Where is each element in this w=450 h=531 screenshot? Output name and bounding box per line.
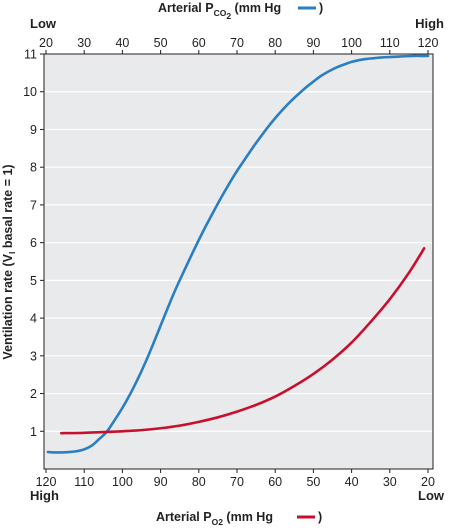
series-line-po2 xyxy=(59,247,426,435)
svg-text:Arterial PO2 (mm Hg: Arterial PO2 (mm Hg xyxy=(156,510,273,527)
y-axis-title-main: Ventilation rate (V xyxy=(1,253,15,359)
top-axis-end-left: Low xyxy=(30,16,57,31)
top-tick-label-90: 90 xyxy=(306,36,320,50)
gridlines xyxy=(44,91,433,432)
bottom-tick-label-60: 60 xyxy=(268,475,282,489)
top-tick-label-20: 20 xyxy=(39,36,53,50)
y-tick-label-3: 3 xyxy=(30,349,37,363)
y-tick-label-10: 10 xyxy=(23,85,37,99)
top-axis-title-sub: CO xyxy=(214,8,227,18)
bottom-axis-title-suffix: (mm Hg xyxy=(223,510,273,524)
y-tick-label-7: 7 xyxy=(30,198,37,212)
series-line-pco2 xyxy=(46,54,430,454)
y-tick-label-9: 9 xyxy=(30,123,37,137)
bottom-tick-label-40: 40 xyxy=(345,475,359,489)
bottom-axis-title-sub: O xyxy=(212,517,219,527)
bottom-tick-label-110: 110 xyxy=(74,475,94,489)
top-tick-label-110: 110 xyxy=(380,36,400,50)
svg-text:Arterial PCO2 (mm Hg: Arterial PCO2 (mm Hg xyxy=(158,1,281,21)
bottom-axis-end-right: Low xyxy=(418,488,445,503)
top-tick-label-30: 30 xyxy=(77,36,91,50)
bottom-tick-label-100: 100 xyxy=(112,475,133,489)
y-axis-title-sub: I xyxy=(7,252,17,254)
top-tick-label-100: 100 xyxy=(341,36,362,50)
top-axis-title-prefix: Arterial P xyxy=(158,1,214,15)
bottom-tick-label-80: 80 xyxy=(192,475,206,489)
bottom-axis-title-prefix: Arterial P xyxy=(156,510,212,524)
top-axis-title-suffix: (mm Hg xyxy=(231,1,281,15)
plot-area xyxy=(44,54,433,469)
y-tick-label-5: 5 xyxy=(30,274,37,288)
bottom-tick-label-120: 120 xyxy=(36,475,57,489)
top-axis-end-right: High xyxy=(415,16,444,31)
bottom-axis-title-sub2: 2 xyxy=(218,517,223,527)
top-axis-title-close: ) xyxy=(319,1,323,15)
bottom-axis-end-left: High xyxy=(30,488,59,503)
top-tick-label-40: 40 xyxy=(115,36,129,50)
y-axis-title: Ventilation rate (VI basal rate = 1) xyxy=(1,164,17,359)
bottom-axis-title: Arterial PO2 (mm Hg ) xyxy=(156,510,322,527)
y-tick-label-4: 4 xyxy=(30,312,37,326)
top-axis-title: Arterial PCO2 (mm Hg ) xyxy=(158,1,323,21)
bottom-tick-label-90: 90 xyxy=(154,475,168,489)
bottom-tick-label-70: 70 xyxy=(230,475,244,489)
y-tick-label-6: 6 xyxy=(30,236,37,250)
top-tick-label-120: 120 xyxy=(418,36,439,50)
bottom-tick-label-30: 30 xyxy=(383,475,397,489)
plot-frame xyxy=(43,53,434,470)
bottom-axis-title-close: ) xyxy=(318,510,322,524)
y-axis-title-rest: basal rate = 1) xyxy=(1,164,15,251)
y-tick-label-11: 11 xyxy=(24,48,37,62)
series-lines xyxy=(46,54,430,454)
top-tick-label-70: 70 xyxy=(230,36,244,50)
top-tick-label-80: 80 xyxy=(268,36,282,50)
y-tick-label-8: 8 xyxy=(30,161,37,175)
y-tick-label-2: 2 xyxy=(30,387,37,401)
bottom-tick-label-20: 20 xyxy=(421,475,435,489)
bottom-tick-label-50: 50 xyxy=(306,475,320,489)
top-tick-label-60: 60 xyxy=(192,36,206,50)
y-tick-label-1: 1 xyxy=(30,425,37,439)
top-tick-label-50: 50 xyxy=(154,36,168,50)
top-axis-title-sub2: 2 xyxy=(226,11,231,21)
